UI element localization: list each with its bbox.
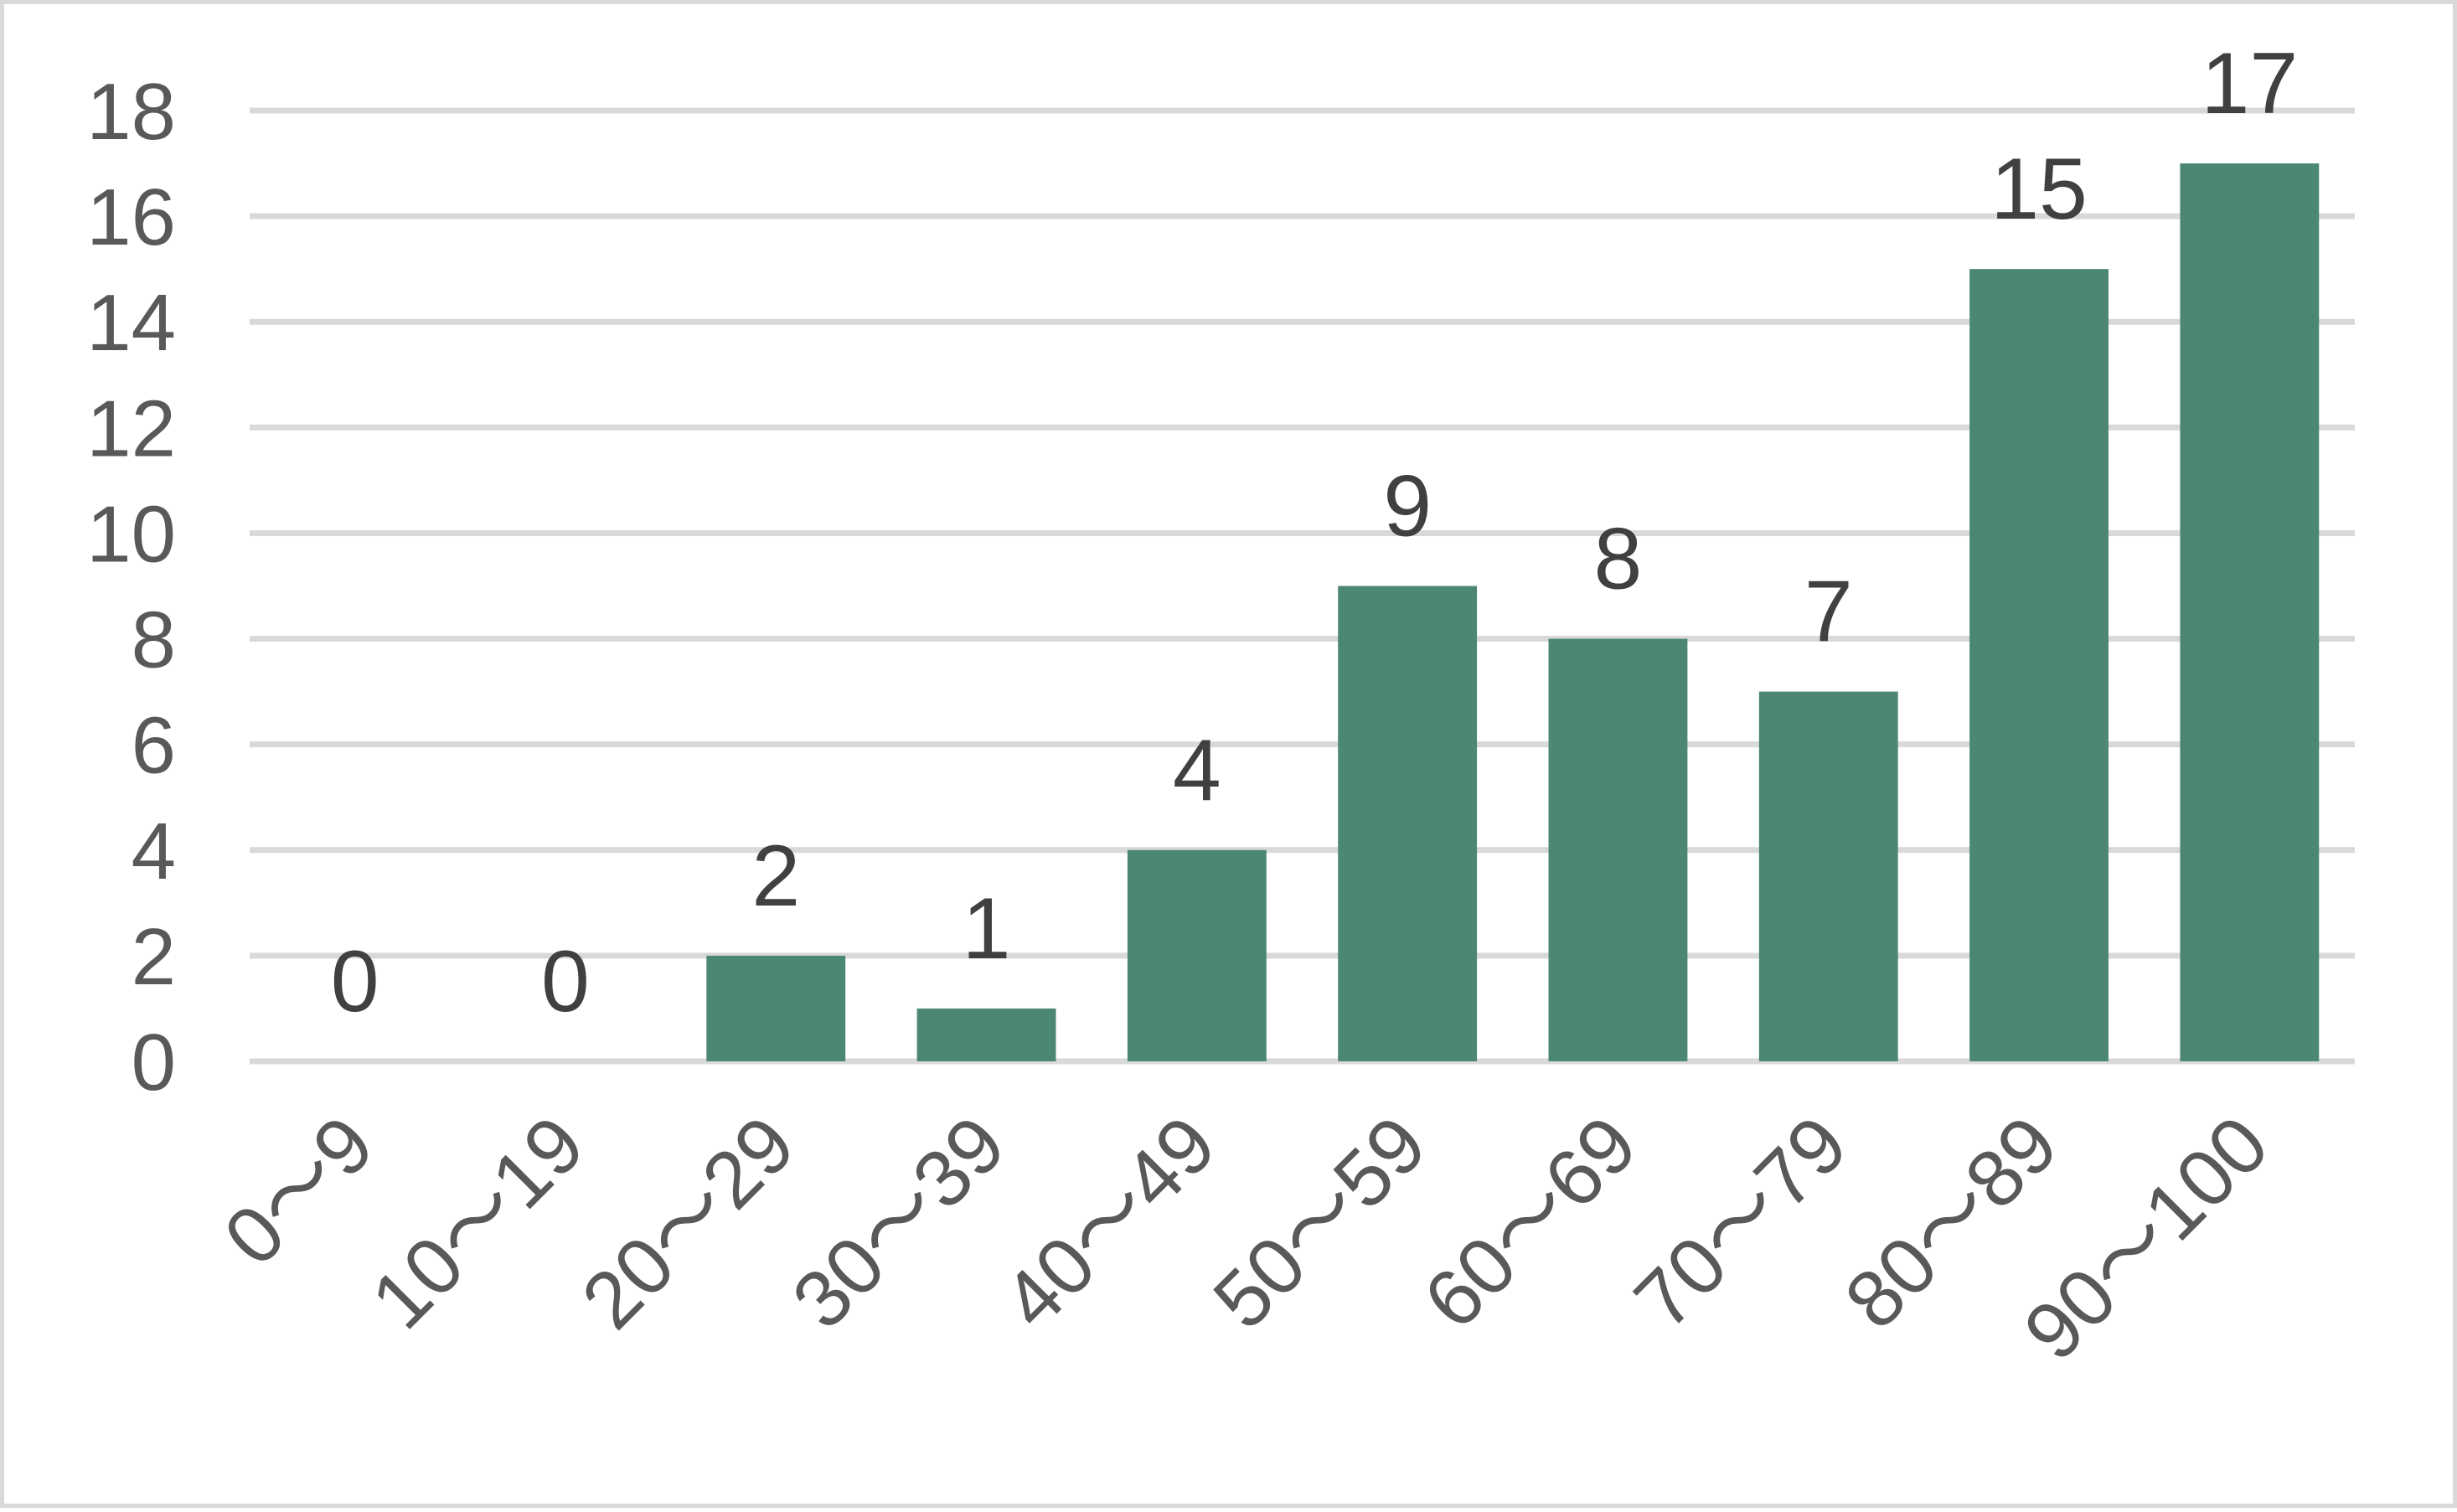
- category-label: 50～59: [1196, 1099, 1443, 1346]
- data-labels: 0 0 2 1 4 9 8 7 15 17: [331, 35, 2298, 1030]
- bar: [1127, 849, 1267, 1061]
- y-tick-label: 6: [132, 701, 176, 791]
- y-tick-label: 0: [132, 1018, 176, 1107]
- bar: [1548, 638, 1688, 1061]
- bar: [1969, 269, 2109, 1062]
- data-label: 1: [963, 880, 1011, 978]
- data-label: 17: [2201, 35, 2299, 132]
- y-tick-label: 4: [132, 807, 176, 896]
- data-label: 2: [751, 828, 800, 925]
- category-label: 10～19: [354, 1099, 601, 1346]
- bar: [2180, 163, 2320, 1062]
- data-label: 0: [331, 933, 379, 1030]
- y-tick-label: 14: [86, 278, 176, 368]
- bar: [1338, 586, 1478, 1061]
- data-label: 8: [1594, 511, 1643, 608]
- x-axis-category-labels: 0～910～1920～2930～3940～4950～5960～6970～7980…: [207, 1099, 2285, 1377]
- y-tick-label: 16: [86, 173, 176, 262]
- y-tick-label: 18: [86, 67, 176, 157]
- category-label: 30～39: [776, 1099, 1023, 1346]
- bar: [1758, 691, 1898, 1061]
- data-label: 4: [1173, 722, 1221, 819]
- gridlines: [250, 107, 2355, 1065]
- y-tick-label: 2: [132, 912, 176, 1002]
- y-tick-label: 10: [86, 489, 176, 579]
- bars: [706, 163, 2320, 1062]
- y-tick-label: 8: [132, 596, 176, 685]
- bar: [916, 1008, 1056, 1061]
- category-label: 70～79: [1618, 1099, 1865, 1346]
- bar: [706, 955, 846, 1061]
- data-label: 15: [1990, 141, 2088, 238]
- data-label: 9: [1383, 458, 1432, 555]
- data-label: 0: [541, 933, 590, 1030]
- data-label: 7: [1804, 564, 1853, 661]
- category-label: 0～9: [207, 1099, 390, 1282]
- category-label: 20～29: [565, 1099, 813, 1346]
- category-label: 60～69: [1407, 1099, 1654, 1346]
- category-label: 40～49: [986, 1099, 1233, 1346]
- y-tick-label: 12: [86, 384, 176, 473]
- y-axis-tick-labels: 0 2 4 6 8 10 12 14 16 18: [86, 67, 176, 1107]
